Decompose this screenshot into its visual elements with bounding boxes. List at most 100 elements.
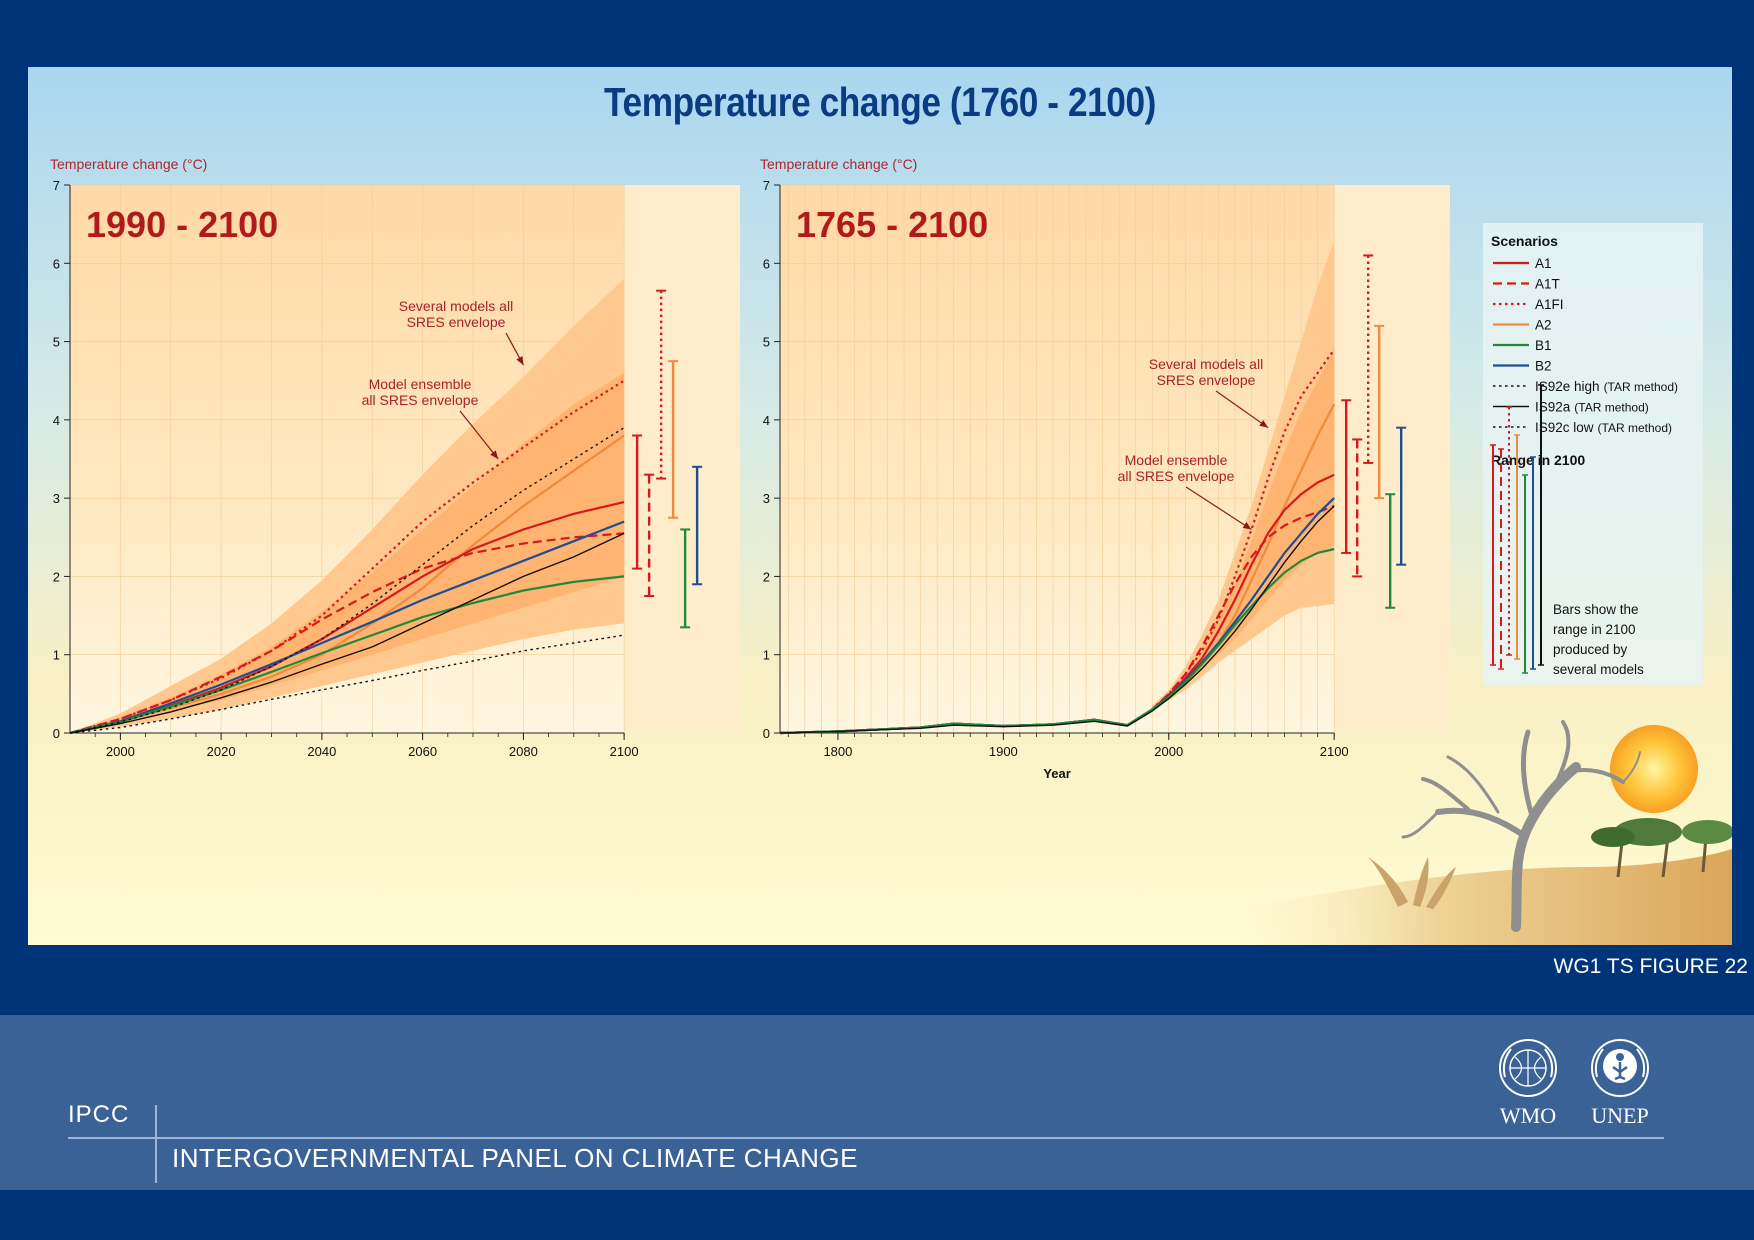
annotation-arrow	[1185, 486, 1252, 530]
legend-item-label: B2	[1535, 359, 1552, 374]
legend-item-label: IS92a	[1535, 400, 1571, 415]
range-bar-area	[624, 185, 740, 733]
legend: Scenarios A1 A1T A1FI A2 B1 B2 IS92e high (TAR m…	[1483, 223, 1703, 685]
legend-range-text: produced by	[1553, 642, 1628, 657]
unep-logo: UNEP	[1580, 1037, 1660, 1129]
footer-divider-horizontal	[68, 1137, 1664, 1139]
poster: Temperature change (1760 - 2100) 0 1 2 3 4 5 6…	[28, 67, 1732, 945]
landscape-illustration	[1238, 720, 1732, 945]
annotation-label: Several models all	[399, 298, 513, 314]
shrub-icon	[1368, 857, 1456, 909]
figure-reference: WG1 TS FIGURE 22	[1553, 955, 1749, 978]
annotation-arrow	[459, 410, 499, 460]
annotation-arrow	[1215, 390, 1269, 429]
annotation-arrowhead	[1242, 522, 1252, 530]
y-tick-label: 5	[763, 335, 770, 350]
series-line-b2	[69, 520, 625, 735]
ground-hill	[1238, 849, 1732, 945]
series-line-is92e-high	[69, 427, 625, 734]
series-line-is92a	[779, 505, 1335, 734]
unep-emblem-icon	[1591, 1039, 1649, 1097]
legend-range-text: several models	[1553, 662, 1644, 677]
legend-item-label: A2	[1535, 318, 1552, 333]
x-tick-label: 2040	[307, 744, 336, 759]
y-tick-label: 7	[763, 178, 770, 193]
y-tick-label: 5	[53, 335, 60, 350]
ipcc-full-name: INTERGOVERNMENTAL PANEL ON CLIMATE CHANG…	[172, 1143, 859, 1173]
sun-icon	[1610, 725, 1698, 813]
legend-range-title: Range in 2100	[1491, 452, 1585, 468]
series-line-b1	[69, 575, 625, 735]
wmo-logo: WMO	[1488, 1037, 1568, 1129]
y-tick-label: 6	[53, 256, 60, 271]
footer-bar: IPCC INTERGOVERNMENTAL PANEL ON CLIMATE …	[0, 1015, 1754, 1190]
y-tick-label: 3	[763, 491, 770, 506]
dead-tree-icon	[1401, 720, 1641, 932]
annotation-label: SRES envelope	[407, 314, 506, 330]
annotation-arrowhead	[516, 356, 524, 366]
chart-panel-1990-2100: 0 1 2 3 4 5 6 7 2000 2020 2040 2060 2080 2100 Temperat…	[50, 156, 740, 759]
charts-canvas: 0 1 2 3 4 5 6 7 2000 2020 2040 2060 2080 2100 Temperat…	[50, 156, 1732, 945]
legend-item-label: IS92e high	[1535, 379, 1600, 394]
chart-panel-1765-2100: 0 1 2 3 4 5 6 7 1800 1900 2000 2100 Temperature chan…	[760, 156, 1450, 781]
y-tick-label: 2	[763, 569, 770, 584]
x-axis-label: Year	[1043, 766, 1070, 781]
y-tick-label: 0	[53, 726, 60, 741]
annotation-arrowhead	[490, 450, 499, 459]
ipcc-label: IPCC	[68, 1101, 130, 1128]
y-tick-label: 1	[763, 648, 770, 663]
x-tick-label: 2000	[106, 744, 135, 759]
legend-item-note: (TAR method)	[1598, 421, 1672, 435]
series-line-is92a	[69, 532, 625, 734]
x-tick-label: 1900	[989, 744, 1018, 759]
range-bar-area	[1334, 185, 1450, 733]
legend-item-label: A1T	[1535, 277, 1560, 292]
y-tick-label: 6	[763, 256, 770, 271]
legend-item-label: B1	[1535, 338, 1552, 353]
annotation-label: SRES envelope	[1157, 372, 1256, 388]
acacia-trees-icon	[1591, 818, 1732, 878]
annotation-label: all SRES envelope	[1118, 468, 1235, 484]
x-tick-label: 2000	[1154, 744, 1183, 759]
unep-label: UNEP	[1591, 1103, 1649, 1128]
page-title: Temperature change (1760 - 2100)	[604, 79, 1156, 125]
envelope-several-models	[1152, 239, 1335, 710]
series-line-a1fi	[69, 379, 625, 735]
x-tick-label: 2100	[610, 744, 639, 759]
y-tick-label: 1	[53, 648, 60, 663]
annotation-label: all SRES envelope	[362, 392, 479, 408]
footer-divider-vertical	[155, 1105, 157, 1183]
envelope-model-ensemble	[70, 372, 625, 733]
y-axis-label: Temperature change (°C)	[50, 156, 207, 172]
y-tick-label: 7	[53, 178, 60, 193]
legend-item-note: (TAR method)	[1574, 401, 1648, 415]
x-tick-label: 2060	[408, 744, 437, 759]
legend-range-text: Bars show the	[1553, 602, 1639, 617]
y-tick-label: 3	[53, 491, 60, 506]
x-tick-label: 1800	[823, 744, 852, 759]
legend-item-label: A1	[1535, 256, 1552, 271]
panel-period-label: 1990 - 2100	[86, 204, 278, 245]
y-tick-label: 4	[53, 413, 60, 428]
series-line-is92c-low	[69, 634, 625, 734]
legend-title: Scenarios	[1491, 233, 1558, 249]
legend-item-note: (TAR method)	[1604, 380, 1678, 394]
plot-area-background	[780, 185, 1335, 733]
annotation-arrowhead	[1259, 420, 1269, 428]
wmo-emblem-icon	[1499, 1039, 1557, 1097]
y-tick-label: 2	[53, 569, 60, 584]
panel-period-label: 1765 - 2100	[796, 204, 988, 245]
y-tick-label: 4	[763, 413, 770, 428]
y-axis-label: Temperature change (°C)	[760, 156, 917, 172]
legend-item-label: IS92c low	[1535, 420, 1594, 435]
x-tick-label: 2100	[1320, 744, 1349, 759]
annotation-label: Several models all	[1149, 356, 1263, 372]
legend-box	[1483, 223, 1703, 685]
annotation-label: Model ensemble	[1125, 452, 1228, 468]
envelope-model-ensemble	[1152, 349, 1335, 709]
x-tick-label: 2020	[207, 744, 236, 759]
y-tick-label: 0	[763, 726, 770, 741]
x-tick-label: 2080	[509, 744, 538, 759]
annotation-label: Model ensemble	[369, 376, 472, 392]
wmo-label: WMO	[1499, 1103, 1557, 1128]
